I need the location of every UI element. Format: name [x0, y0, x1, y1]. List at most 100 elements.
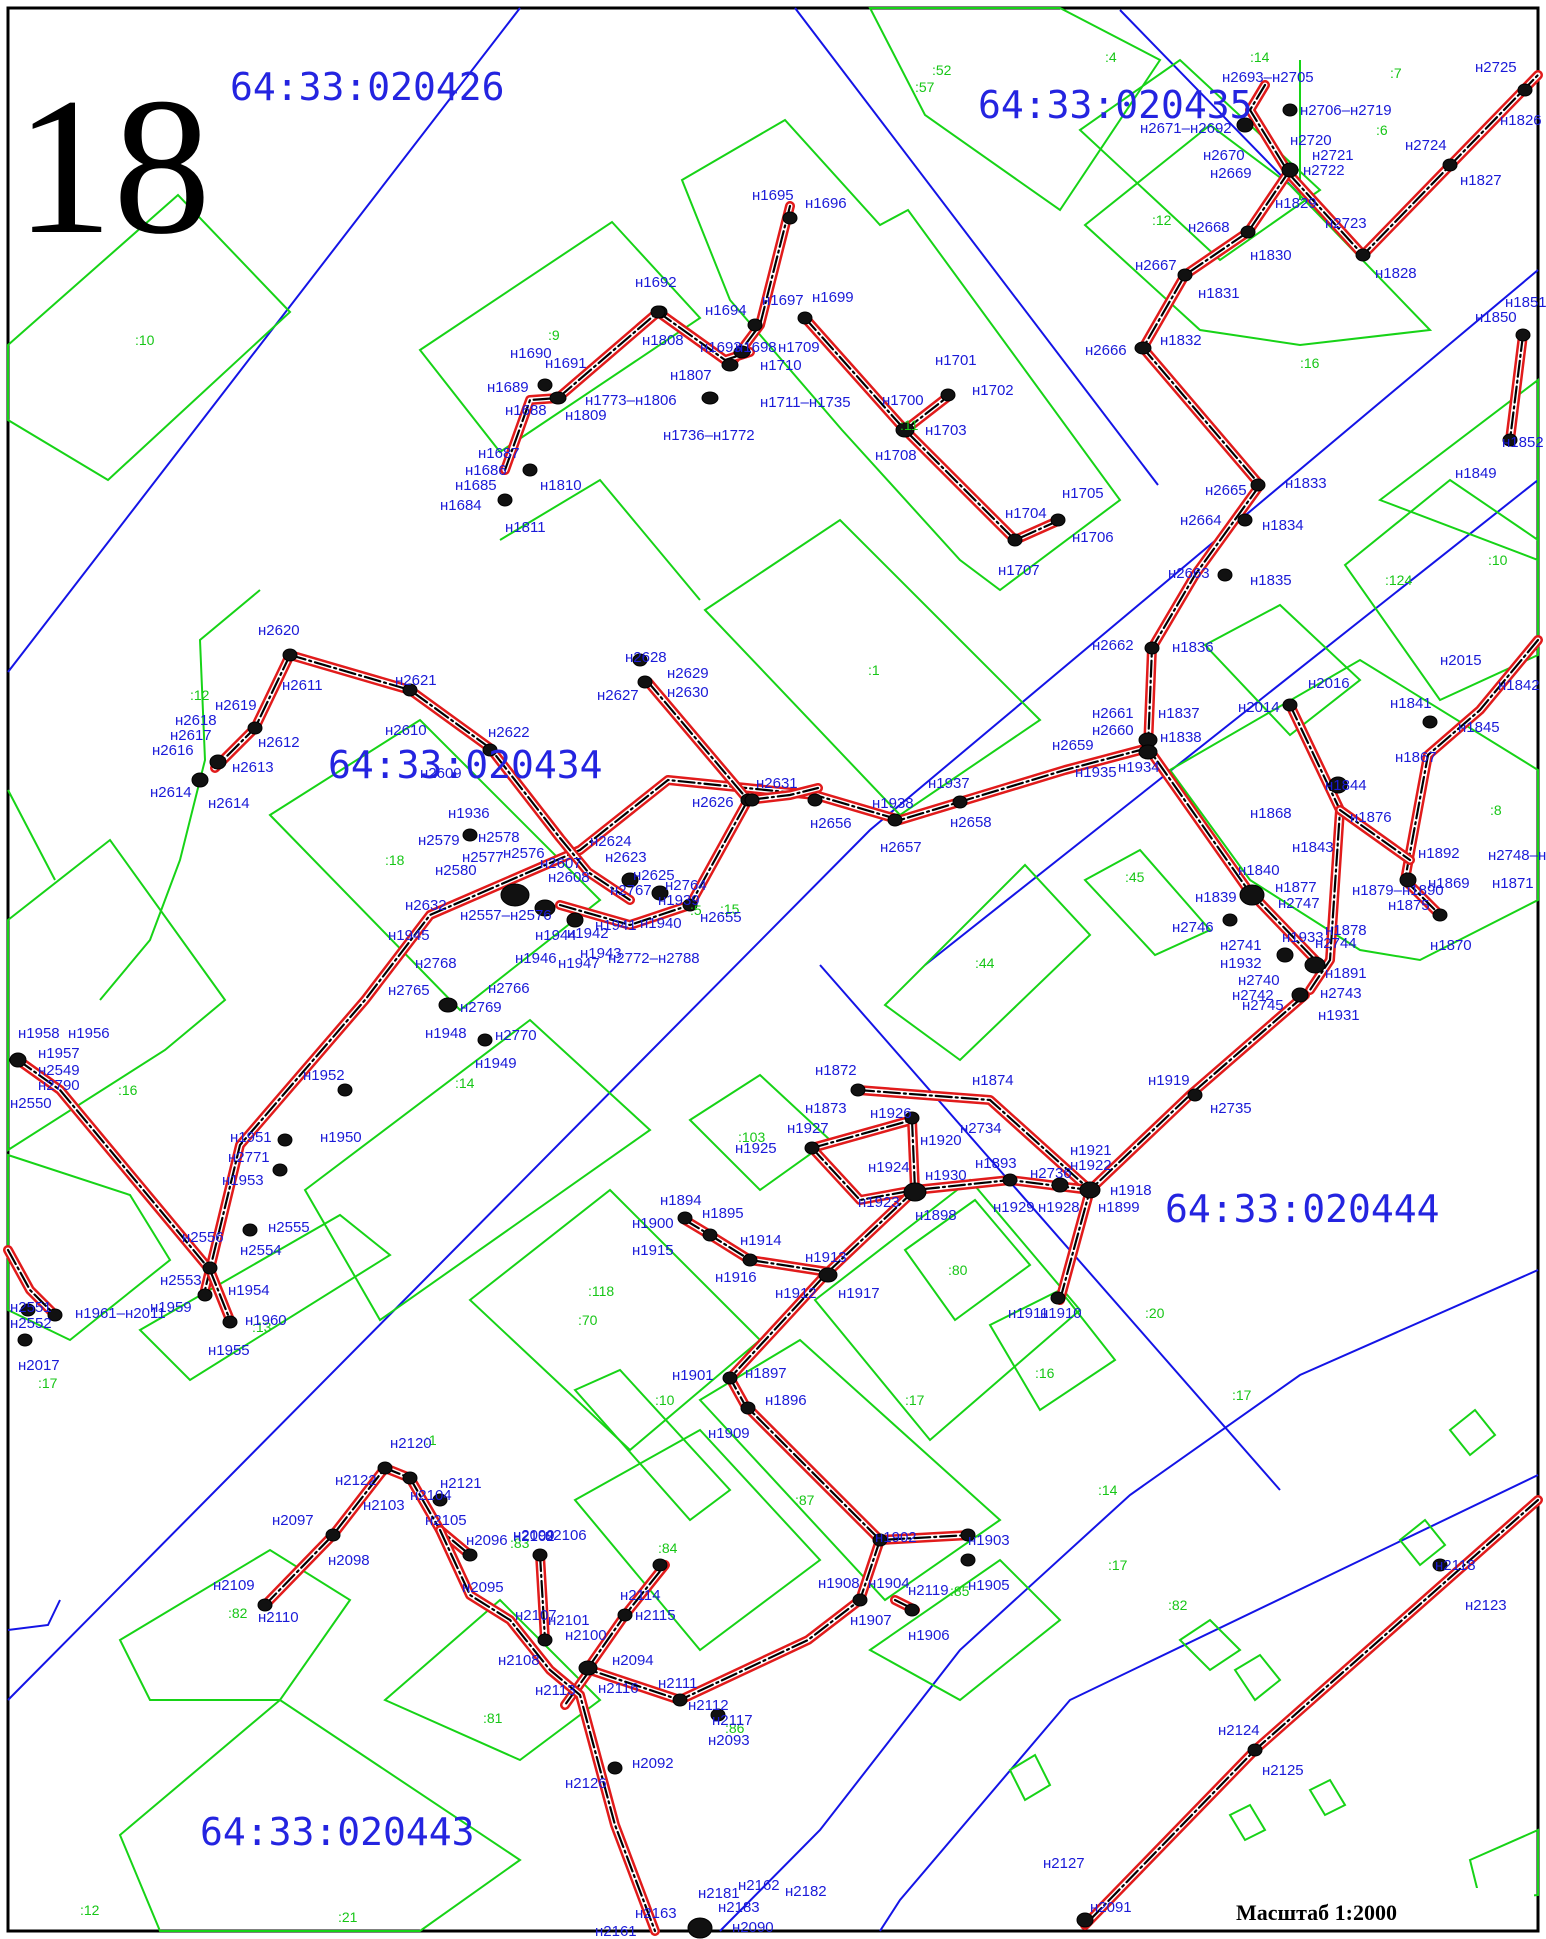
node-label: н1899	[1098, 1199, 1140, 1216]
parcel-number: :52	[932, 62, 952, 78]
node-label: н2109	[213, 1577, 255, 1594]
node-label: н1879–н1890	[1352, 882, 1444, 899]
node-label: н1900	[632, 1215, 674, 1232]
network-node	[497, 493, 513, 507]
pipe-segment	[285, 650, 635, 905]
network-node	[710, 1708, 726, 1722]
pipe-segment	[1335, 805, 1415, 865]
network-node	[337, 1083, 353, 1097]
node-label: н2091	[1090, 1899, 1132, 1916]
node-label: н2706–н2719	[1300, 102, 1392, 119]
network-node	[222, 1315, 238, 1329]
parcel	[1078, 58, 1322, 262]
pipe-segment	[535, 1550, 550, 1645]
node-label: н1693	[700, 339, 742, 356]
network-node	[20, 1303, 36, 1317]
node-label: н2723	[1325, 215, 1367, 232]
node-label: н1704	[1005, 505, 1047, 522]
parcel	[1377, 377, 1539, 562]
parcel-number: :4	[1105, 49, 1117, 65]
node-label: н2108	[498, 1652, 540, 1669]
scale-label-background	[1228, 1888, 1534, 1928]
parcel-number: :12	[80, 1902, 100, 1918]
network-node	[1050, 1291, 1066, 1305]
node-label: н2116	[598, 1680, 639, 1697]
network-node	[672, 1693, 688, 1707]
network-node	[702, 1228, 718, 1242]
node-label: н1947	[558, 955, 600, 972]
node-label: н1845	[1458, 719, 1500, 736]
parcel	[573, 1428, 822, 1652]
network-node	[637, 675, 653, 689]
network-node	[701, 391, 719, 405]
node-label: н2092	[632, 1755, 674, 1772]
pipe-segment	[680, 1215, 833, 1277]
node-label: н1927	[787, 1120, 829, 1137]
node-label: н2090	[732, 1919, 774, 1936]
node-label: н1961–н2011	[75, 1305, 166, 1322]
node-label: н2724	[1405, 137, 1447, 154]
parcel-number: :16	[1035, 1365, 1055, 1381]
node-label: н1938	[872, 795, 914, 812]
node-label: н2181	[698, 1885, 740, 1902]
network-node	[9, 1052, 27, 1068]
parcel	[418, 220, 702, 454]
network-nodes	[9, 83, 1533, 1939]
parcel	[468, 1188, 762, 1452]
parcel-number: :80	[948, 1262, 968, 1278]
node-label: н2742	[1232, 987, 1274, 1004]
node-label: н1841	[1390, 695, 1432, 712]
node-label: н1840	[1238, 862, 1280, 879]
node-label: н2740	[1238, 972, 1280, 989]
network-node	[272, 1163, 288, 1177]
network-node	[1076, 1912, 1094, 1928]
cadastral-block-number: 64:33:020434	[328, 743, 603, 787]
node-label: н1904	[868, 1575, 910, 1592]
node-label: н1896	[765, 1392, 807, 1409]
pipe-segment	[435, 1525, 660, 1936]
parcel	[1308, 1778, 1347, 1817]
pipe-segment	[725, 1185, 975, 1545]
node-label: н2124	[1218, 1722, 1260, 1739]
node-label: н1946	[515, 950, 557, 967]
network-node	[887, 813, 903, 827]
network-node	[807, 793, 823, 807]
node-label: н1809	[565, 407, 607, 424]
node-label: н1702	[972, 382, 1014, 399]
node-label: н2626	[692, 794, 734, 811]
parcel-number: :14	[1098, 1482, 1118, 1498]
node-label: н2161	[595, 1923, 637, 1939]
parcel	[138, 1213, 392, 1382]
node-label: н2670	[1203, 147, 1245, 164]
node-label: н1700	[882, 392, 924, 409]
parcel	[573, 1368, 732, 1522]
network-node	[197, 1288, 213, 1302]
parcel-number: :1	[425, 1432, 437, 1448]
node-label: н1934	[1118, 759, 1160, 776]
node-label: н1705	[1062, 485, 1104, 502]
node-label: н2117	[712, 1712, 753, 1729]
node-label: н1930	[925, 1167, 967, 1184]
node-label: н1950	[320, 1129, 362, 1146]
node-label: н1773–н1806	[585, 392, 677, 409]
network-node	[818, 1267, 838, 1283]
network-node	[652, 1558, 668, 1572]
parcel-number: :82	[1168, 1597, 1188, 1613]
node-label: н2120	[390, 1435, 432, 1452]
node-label: н2579	[418, 832, 460, 849]
network-node	[522, 463, 538, 477]
node-label: н2664	[1180, 512, 1222, 529]
parcel	[868, 7, 1162, 212]
node-label: н1709	[778, 339, 820, 356]
parcel-number: :17	[38, 1375, 58, 1391]
pipe-segment	[1138, 165, 1325, 970]
node-label: н1897	[745, 1365, 787, 1382]
node-label: н1957	[38, 1045, 80, 1062]
node-label: н1686	[465, 462, 507, 479]
pipe-segment	[643, 677, 753, 805]
node-label: н2121	[440, 1475, 482, 1492]
node-label: н1701	[935, 352, 977, 369]
node-label: н1960	[245, 1312, 287, 1329]
node-label: н2668	[1188, 219, 1230, 236]
